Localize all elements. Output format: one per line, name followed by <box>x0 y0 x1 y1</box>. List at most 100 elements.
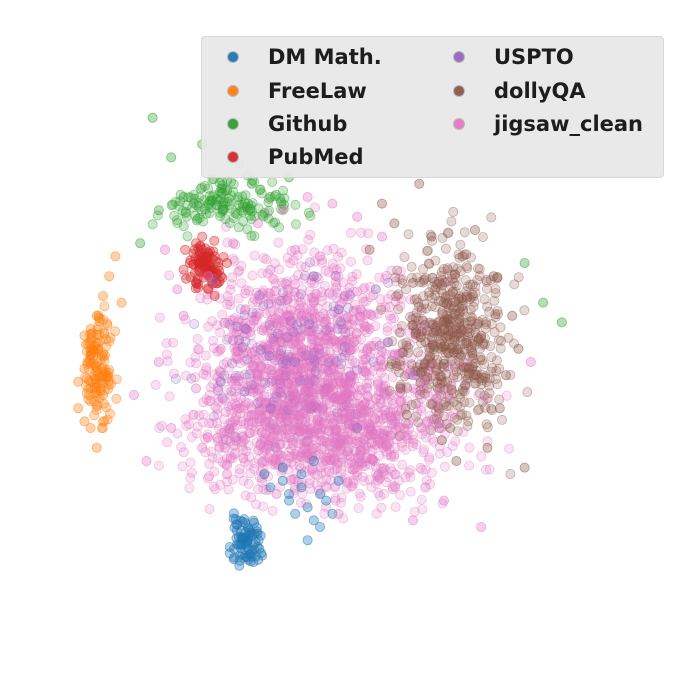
point-pubmed <box>209 251 220 262</box>
point-github <box>153 205 164 216</box>
point-jigsaw-clean <box>504 443 515 454</box>
point-jigsaw-clean <box>223 332 234 343</box>
point-jigsaw-clean <box>295 333 306 344</box>
point-github <box>519 257 530 268</box>
point-jigsaw-clean <box>376 502 387 513</box>
point-jigsaw-clean <box>190 383 201 394</box>
point-jigsaw-clean <box>355 401 366 412</box>
point-jigsaw-clean <box>257 377 268 388</box>
point-jigsaw-clean <box>301 435 312 446</box>
point-jigsaw-clean <box>265 264 276 275</box>
point-jigsaw-clean <box>299 407 310 418</box>
point-jigsaw-clean <box>176 441 187 452</box>
point-jigsaw-clean <box>313 351 324 362</box>
point-jigsaw-clean <box>340 390 351 401</box>
point-jigsaw-clean <box>218 427 229 438</box>
point-jigsaw-clean <box>166 422 177 433</box>
point-jigsaw-clean <box>345 376 356 387</box>
point-dollyqa <box>393 304 404 315</box>
point-jigsaw-clean <box>217 392 228 403</box>
point-jigsaw-clean <box>323 288 334 299</box>
point-jigsaw-clean <box>329 369 340 380</box>
point-jigsaw-clean <box>287 331 298 342</box>
point-jigsaw-clean <box>282 385 293 396</box>
point-uspto <box>242 354 253 365</box>
point-jigsaw-clean <box>404 327 415 338</box>
point-jigsaw-clean <box>361 344 372 355</box>
point-jigsaw-clean <box>294 376 305 387</box>
point-jigsaw-clean <box>270 278 281 289</box>
point-jigsaw-clean <box>285 315 296 326</box>
legend-item-dollyqa: dollyQA <box>454 74 586 108</box>
point-freelaw <box>91 399 102 410</box>
point-jigsaw-clean <box>156 420 167 431</box>
point-dollyqa <box>452 344 463 355</box>
point-jigsaw-clean <box>337 414 348 425</box>
point-jigsaw-clean <box>387 371 398 382</box>
point-jigsaw-clean <box>334 389 345 400</box>
point-freelaw <box>91 442 102 453</box>
point-pubmed <box>180 244 191 255</box>
point-jigsaw-clean <box>370 429 381 440</box>
point-jigsaw-clean <box>249 368 260 379</box>
point-dollyqa <box>424 352 435 363</box>
point-jigsaw-clean <box>287 406 298 417</box>
point-uspto <box>308 271 319 282</box>
point-dollyqa <box>417 315 428 326</box>
point-jigsaw-clean <box>348 478 359 489</box>
point-jigsaw-clean <box>297 244 308 255</box>
point-jigsaw-clean <box>250 350 261 361</box>
point-jigsaw-clean <box>390 482 401 493</box>
point-jigsaw-clean <box>203 321 214 332</box>
point-jigsaw-clean <box>342 319 353 330</box>
point-jigsaw-clean <box>421 375 432 386</box>
point-jigsaw-clean <box>259 354 270 365</box>
point-jigsaw-clean <box>184 483 195 494</box>
point-jigsaw-clean <box>300 399 311 410</box>
point-jigsaw-clean <box>278 365 289 376</box>
point-jigsaw-clean <box>346 481 357 492</box>
point-jigsaw-clean <box>299 386 310 397</box>
point-jigsaw-clean <box>304 312 315 323</box>
point-dollyqa <box>482 442 493 453</box>
point-jigsaw-clean <box>316 291 327 302</box>
point-jigsaw-clean <box>214 442 225 453</box>
point-jigsaw-clean <box>267 418 278 429</box>
point-jigsaw-clean <box>213 396 224 407</box>
point-jigsaw-clean <box>348 306 359 317</box>
point-jigsaw-clean <box>227 272 238 283</box>
point-jigsaw-clean <box>282 276 293 287</box>
point-jigsaw-clean <box>325 382 336 393</box>
point-jigsaw-clean <box>331 446 342 457</box>
point-jigsaw-clean <box>185 357 196 368</box>
point-jigsaw-clean <box>314 311 325 322</box>
point-dollyqa <box>490 284 501 295</box>
point-jigsaw-clean <box>289 390 300 401</box>
point-jigsaw-clean <box>225 299 236 310</box>
point-uspto <box>234 335 245 346</box>
point-jigsaw-clean <box>215 327 226 338</box>
point-jigsaw-clean <box>298 443 309 454</box>
point-jigsaw-clean <box>370 393 381 404</box>
point-jigsaw-clean <box>309 349 320 360</box>
point-jigsaw-clean <box>278 383 289 394</box>
point-dm-math- <box>333 475 344 486</box>
point-jigsaw-clean <box>327 378 338 389</box>
point-jigsaw-clean <box>305 353 316 364</box>
point-jigsaw-clean <box>305 376 316 387</box>
point-dollyqa <box>479 373 490 384</box>
point-jigsaw-clean <box>333 372 344 383</box>
point-jigsaw-clean <box>365 341 376 352</box>
point-dollyqa <box>376 304 387 315</box>
point-jigsaw-clean <box>240 288 251 299</box>
point-jigsaw-clean <box>277 332 288 343</box>
point-jigsaw-clean <box>330 424 341 435</box>
point-dollyqa <box>479 294 490 305</box>
point-jigsaw-clean <box>416 422 427 433</box>
point-jigsaw-clean <box>263 441 274 452</box>
point-jigsaw-clean <box>319 378 330 389</box>
point-jigsaw-clean <box>314 416 325 427</box>
point-jigsaw-clean <box>463 460 474 471</box>
point-jigsaw-clean <box>350 299 361 310</box>
point-jigsaw-clean <box>254 404 265 415</box>
